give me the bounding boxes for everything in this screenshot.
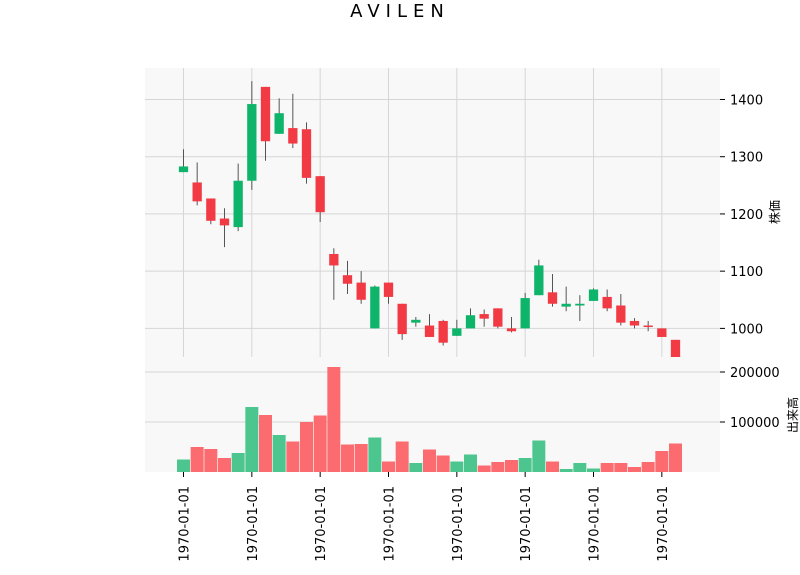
candle-body-down [670, 339, 681, 359]
volume-bar-down [190, 447, 204, 472]
candle-body-up [411, 319, 421, 323]
price-axis-label: 株価 [767, 200, 782, 224]
candle-body-down [547, 292, 558, 304]
x-tick-label: 1970-01-01 [314, 486, 329, 562]
candle-body-down [315, 176, 325, 213]
candle-body-down [424, 325, 435, 337]
price-tick-label: 1400 [730, 93, 763, 108]
candle-body-down [397, 303, 407, 335]
price-tick-label: 1100 [730, 265, 763, 280]
volume-bar-down [614, 463, 628, 472]
volume-bar-up [450, 461, 464, 472]
price-tick-label: 1200 [730, 208, 763, 223]
volume-bar-down [655, 451, 669, 472]
volume-bar-down [600, 463, 614, 472]
volume-bar-up [177, 459, 190, 472]
candle-body-down [383, 282, 394, 297]
candle-body-down [602, 296, 612, 309]
x-tick-label: 1970-01-01 [178, 486, 193, 562]
volume-bar-down [628, 467, 641, 472]
candle-body-down [288, 128, 298, 144]
x-tick-label: 1970-01-01 [656, 486, 671, 562]
volume-bar-up [231, 453, 245, 472]
volume-bar-down [477, 465, 491, 472]
volume-bar-down [669, 443, 682, 472]
volume-bar-down [204, 449, 218, 472]
volume-bar-up [409, 463, 423, 472]
volume-bar-up [559, 469, 573, 472]
candle-body-down [356, 282, 366, 300]
candle-body-up [561, 303, 571, 307]
volume-bar-up [464, 454, 477, 472]
volume-bar-down [313, 415, 327, 472]
volume-bar-down [491, 462, 505, 472]
volume-bar-up [518, 458, 532, 472]
price-panel: 1000 1100 1200 1300 1400 [145, 68, 763, 472]
candle-body-up [534, 265, 544, 296]
candle-body-up [465, 315, 476, 329]
volume-bar-down [354, 444, 368, 472]
volume-tick-label: 200000 [730, 366, 780, 381]
volume-bar-down [505, 460, 518, 472]
volume-bar-down [218, 458, 231, 472]
price-tick-label: 1300 [730, 151, 763, 166]
candle-body-up [274, 113, 284, 134]
candle-body-down [206, 198, 216, 221]
volume-axis-label: 出来高 [785, 397, 800, 433]
chart-title: AVILEN [350, 1, 450, 22]
candle-body-up [520, 298, 530, 329]
volume-bar-down [436, 455, 450, 472]
candle-body-down [643, 325, 653, 328]
candle-body-down [329, 253, 339, 266]
candle-body-up [452, 328, 462, 336]
volume-bar-up [272, 435, 286, 472]
volume-bar-down [641, 462, 655, 472]
x-tick-label: 1970-01-01 [588, 486, 603, 562]
candle-body-down [657, 328, 667, 337]
volume-bar-up [245, 407, 259, 472]
volume-panel: 100000 200000 [145, 357, 780, 472]
candle-body-up [575, 303, 585, 306]
volume-bar-down [395, 441, 409, 472]
volume-bar-down [327, 367, 341, 472]
x-tick-label: 1970-01-01 [383, 486, 398, 562]
x-tick-label: 1970-01-01 [246, 486, 261, 562]
volume-bar-down [423, 449, 436, 472]
volume-bar-up [573, 463, 587, 472]
candle-body-down [260, 86, 271, 142]
volume-bar-up [368, 437, 382, 472]
candle-body-down [629, 320, 640, 326]
volume-tick-label: 100000 [730, 416, 780, 431]
candle-body-down [493, 308, 503, 327]
candle-body-down [192, 182, 202, 202]
volume-bar-down [300, 422, 313, 472]
volume-bar-up [532, 440, 546, 472]
x-tick-label: 1970-01-01 [519, 486, 534, 562]
candle-body-up [178, 166, 189, 173]
candle-body-down [219, 218, 230, 226]
volume-bar-up [587, 468, 600, 472]
candle-body-down [301, 129, 312, 178]
candle-body-up [370, 286, 380, 329]
candle-body-up [247, 104, 257, 181]
volume-bar-down [546, 461, 559, 472]
x-axis: 1970-01-01 1970-01-01 1970-01-01 1970-01-01… [178, 472, 671, 562]
candle-body-down [616, 305, 626, 323]
candle-body-down [438, 320, 448, 343]
candle-body-up [588, 289, 599, 301]
volume-bar-down [286, 441, 300, 472]
price-tick-label: 1000 [730, 322, 763, 337]
x-tick-label: 1970-01-01 [451, 486, 466, 562]
candle-body-down [342, 275, 353, 284]
candle-body-down [479, 314, 489, 319]
volume-bar-down [382, 461, 395, 472]
volume-bar-down [341, 444, 354, 472]
candle-body-up [233, 180, 243, 228]
candle-body-down [506, 328, 517, 332]
price-panel-background [145, 68, 720, 357]
volume-bar-down [259, 415, 272, 472]
